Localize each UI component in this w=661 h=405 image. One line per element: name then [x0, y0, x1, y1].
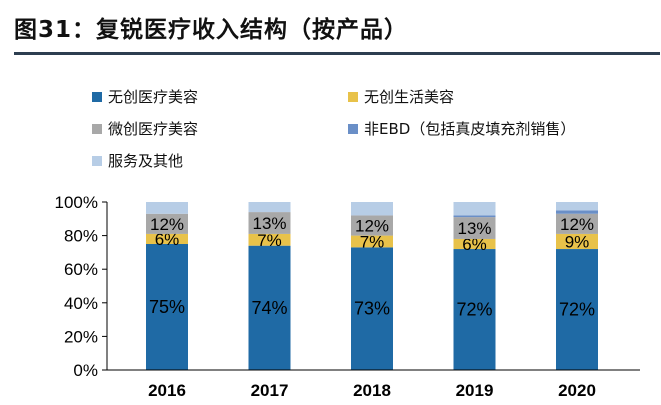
legend-label: 服务及其他: [108, 152, 184, 170]
y-tick-label: 60%: [64, 260, 98, 279]
bar-segment: [351, 215, 393, 236]
legend-label: 微创医疗美容: [108, 120, 199, 138]
y-tick-label: 20%: [64, 327, 98, 346]
bar-segment: [351, 202, 393, 216]
legend-item-noninvasive-lifestyle: 无创生活美容: [348, 86, 454, 107]
legend-label: 无创生活美容: [364, 88, 455, 106]
x-tick-label: 2017: [251, 381, 289, 400]
bar-segment: [453, 238, 496, 250]
bar-data-label: 7%: [257, 231, 282, 250]
y-tick-label: 40%: [64, 294, 98, 313]
x-tick-label: 2020: [558, 381, 596, 400]
bar-data-label: 74%: [251, 298, 287, 318]
legend-item-services-other: 服务及其他: [92, 150, 183, 171]
y-tick-label: 100%: [55, 193, 98, 212]
legend-swatch: [348, 123, 358, 134]
bar-data-label: 12%: [355, 217, 389, 236]
x-tick-label: 2019: [456, 381, 494, 400]
bar-segment: [453, 249, 496, 370]
bar-segment: [248, 233, 291, 246]
bar-segment: [453, 202, 496, 216]
bar-segment: [146, 244, 188, 370]
legend-swatch: [348, 91, 358, 102]
bar-segment: [351, 235, 393, 248]
bar-segment: [453, 215, 496, 218]
y-tick-label: 0%: [73, 361, 98, 380]
x-tick-label: 2016: [148, 381, 186, 400]
bar-segment: [146, 213, 188, 234]
bar-segment: [351, 247, 393, 370]
chart-title: 图31：复锐医疗收入结构（按产品）: [14, 17, 409, 43]
legend-swatch: [92, 155, 102, 166]
bar-data-label: 6%: [155, 230, 180, 249]
bar-segment: [248, 212, 291, 234]
bar-data-label: 13%: [457, 219, 491, 238]
bar-segment: [146, 202, 188, 214]
bar-segment: [556, 249, 598, 370]
bar-segment: [556, 202, 598, 211]
bar-data-label: 12%: [560, 215, 594, 234]
bar-data-label: 6%: [462, 235, 487, 254]
legend-item-noninvasive-medical: 无创医疗美容: [92, 86, 198, 107]
bar-segment: [146, 233, 188, 244]
title-divider: [14, 52, 660, 55]
bar-data-label: 7%: [360, 232, 385, 251]
legend-swatch: [92, 123, 102, 134]
y-tick-label: 80%: [64, 227, 98, 246]
bar-data-label: 73%: [354, 299, 390, 319]
legend-label: 无创医疗美容: [108, 88, 199, 106]
bar-segment: [248, 245, 291, 370]
legend-item-minimally-invasive: 微创医疗美容: [92, 118, 198, 139]
bar-data-label: 13%: [252, 214, 286, 233]
bar-segment: [453, 217, 496, 239]
legend-item-non-ebd: 非EBD（包括真皮填充剂销售）: [348, 118, 575, 139]
bar-segment: [556, 210, 598, 214]
bar-segment: [556, 213, 598, 234]
legend-swatch: [92, 91, 102, 102]
bar-segment: [248, 202, 291, 213]
x-tick-label: 2018: [353, 381, 391, 400]
legend-label: 非EBD（包括真皮填充剂销售）: [364, 120, 576, 138]
bar-data-label: 72%: [559, 300, 595, 320]
bar-segment: [556, 233, 598, 250]
bar-data-label: 12%: [150, 215, 184, 234]
bar-data-label: 72%: [456, 300, 492, 320]
bar-data-label: 75%: [149, 297, 185, 317]
bar-data-label: 9%: [565, 232, 590, 251]
